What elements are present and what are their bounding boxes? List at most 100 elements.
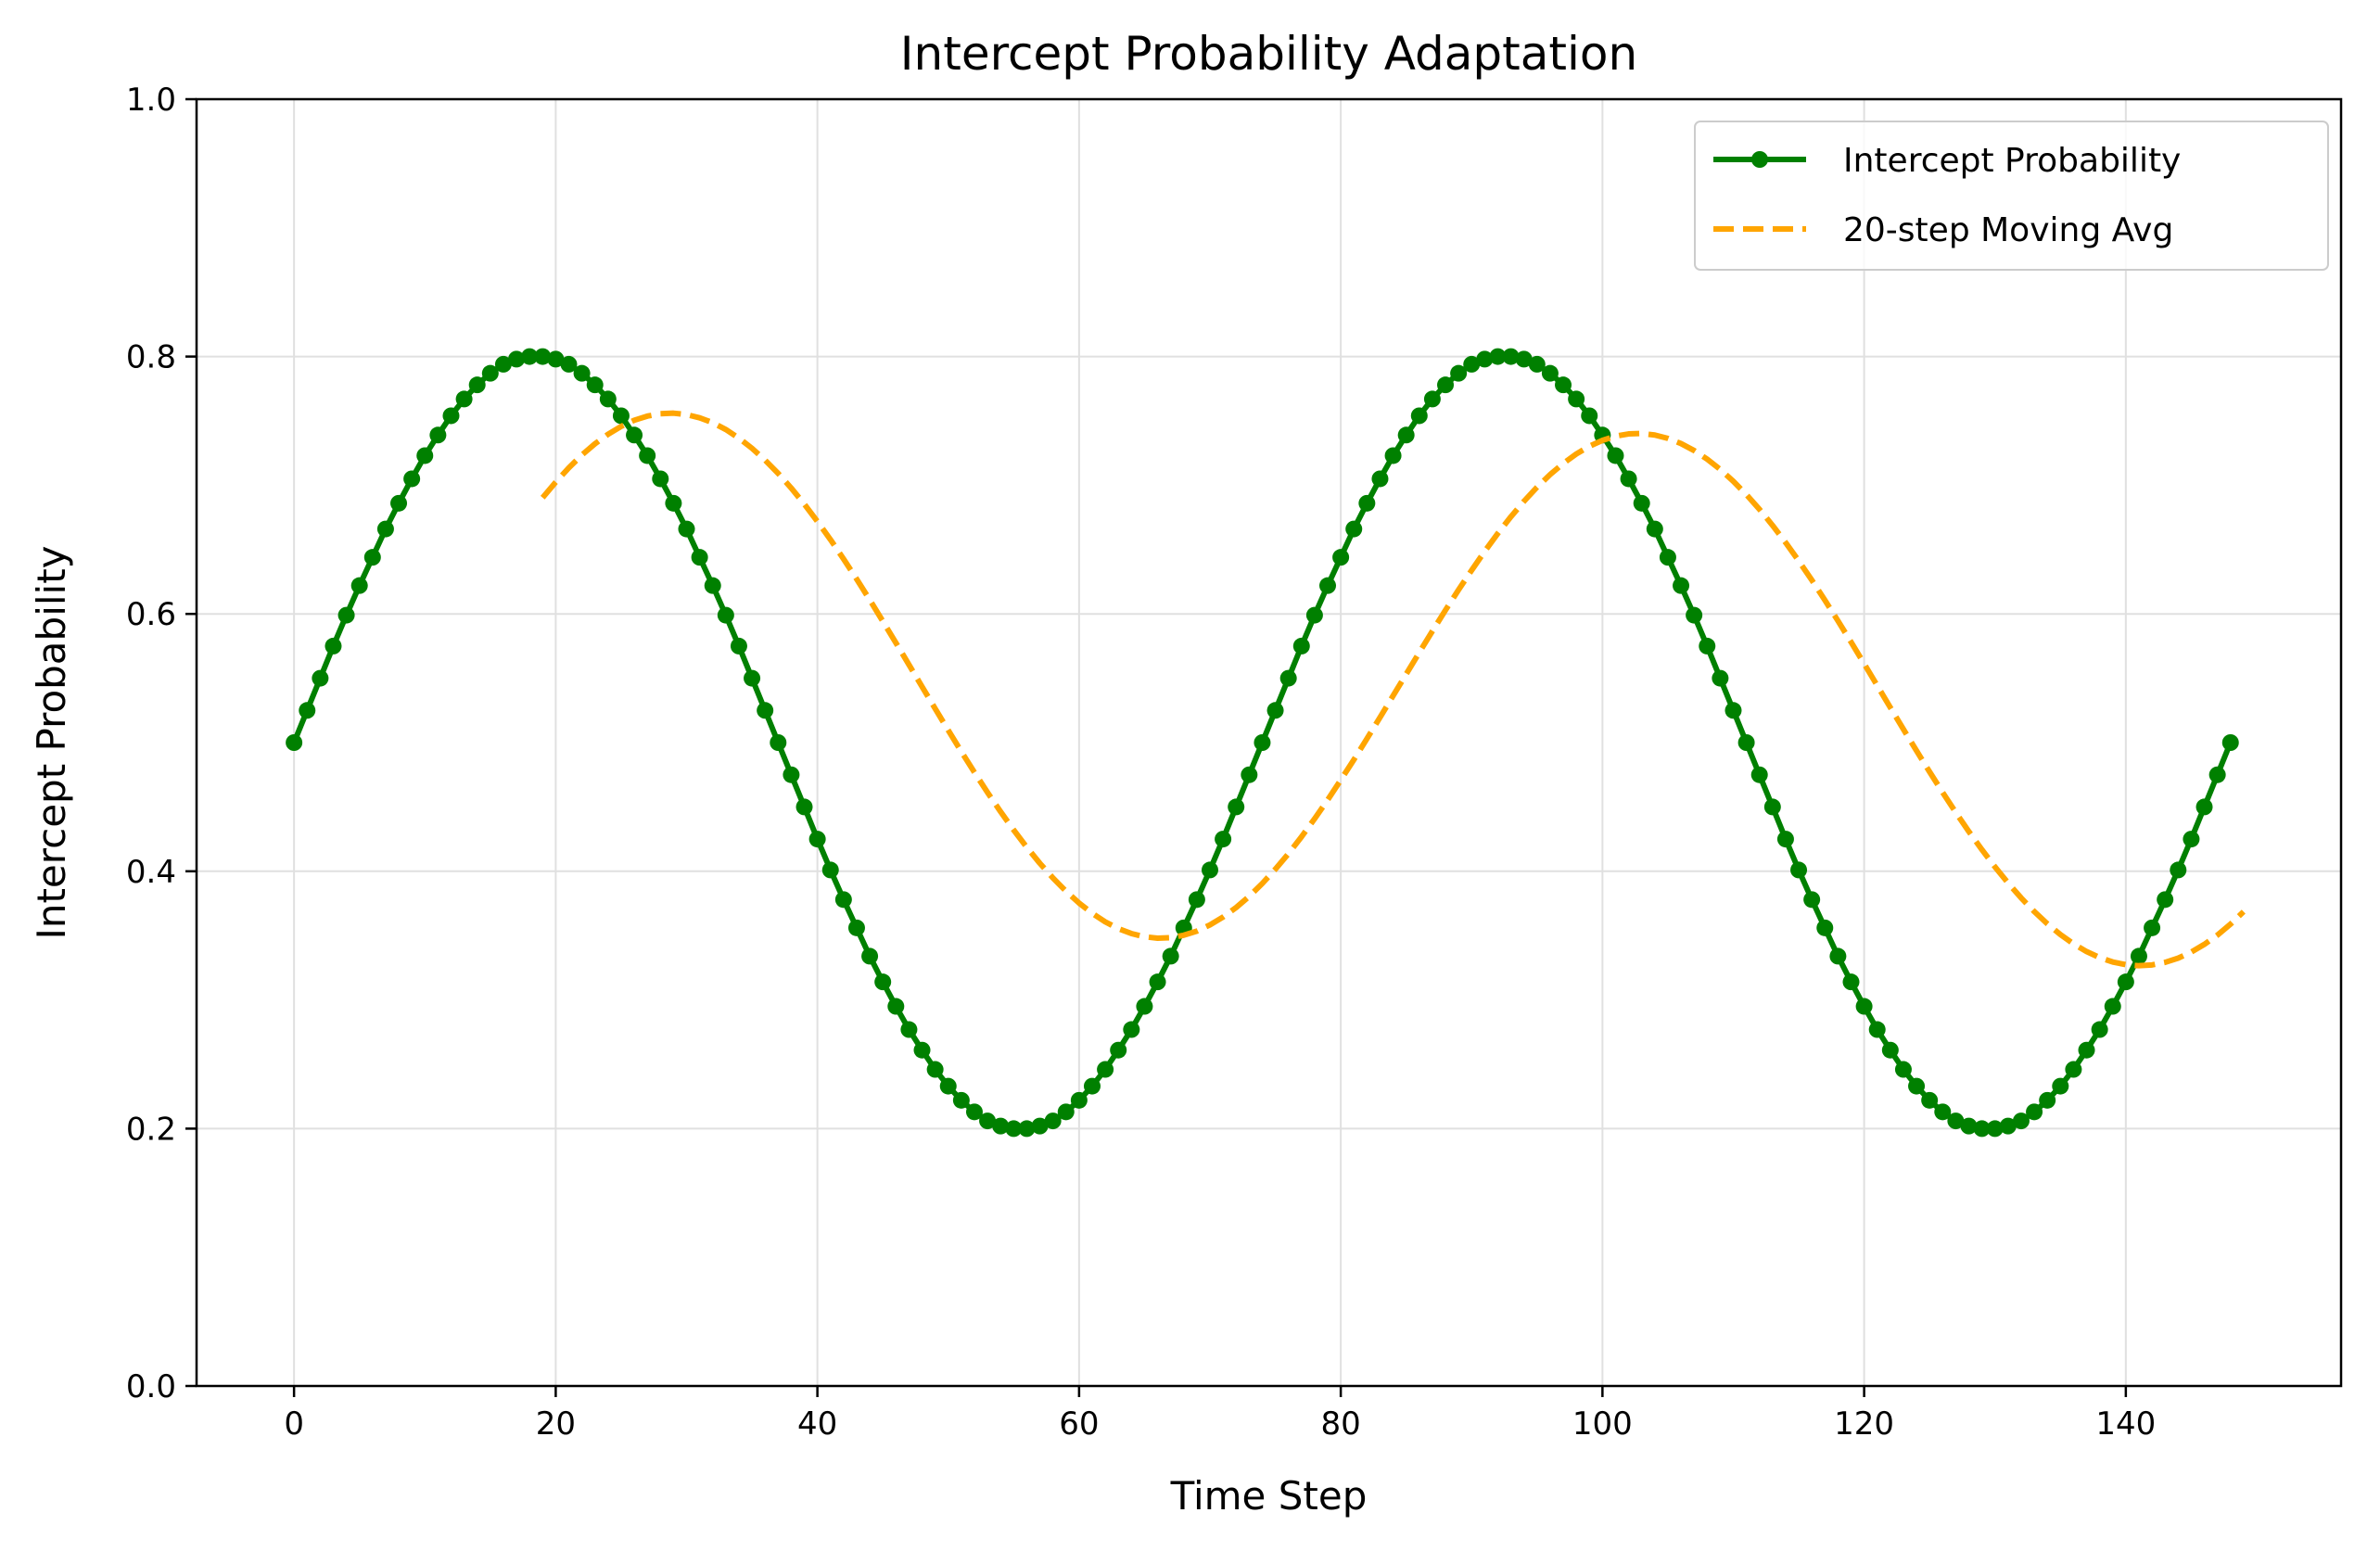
grid-lines: [197, 99, 2341, 1386]
data-point-marker: [1215, 831, 1232, 848]
data-point-marker: [1737, 734, 1755, 751]
data-point-marker: [2144, 919, 2161, 936]
legend-swatch-marker: [1751, 151, 1768, 168]
data-point-marker: [874, 973, 892, 991]
data-point-marker: [1371, 470, 1389, 488]
data-point-marker: [481, 364, 499, 382]
legend: Intercept Probability 20-step Moving Avg: [1694, 121, 2329, 271]
data-point-marker: [1881, 1041, 1899, 1059]
data-point-marker: [992, 1117, 1010, 1135]
data-point-marker: [939, 1077, 957, 1095]
x-tick-label: 40: [797, 1405, 837, 1443]
data-point-marker: [312, 669, 329, 687]
data-point-marker: [1699, 637, 1716, 655]
axes: 0 20 40 60 80 100 120 140 0.0 0.2 0.4 0.6 0.8 1.0: [126, 82, 2156, 1443]
data-point-marker: [1659, 549, 1676, 566]
data-point-marker: [1149, 973, 1166, 991]
legend-box: [1694, 121, 2329, 271]
data-point-marker: [363, 549, 381, 566]
data-point-marker: [913, 1041, 931, 1059]
data-point-marker: [1947, 1112, 1965, 1130]
y-tick-label: 0.0: [126, 1368, 176, 1405]
data-point-marker: [403, 470, 421, 488]
data-point-marker: [1921, 1091, 1939, 1109]
data-point-marker: [508, 350, 526, 368]
data-point-marker: [2104, 998, 2121, 1015]
data-point-marker: [534, 348, 552, 365]
data-point-marker: [1803, 891, 1821, 909]
data-point-marker: [2157, 891, 2174, 909]
data-point-marker: [1515, 350, 1533, 368]
data-point-marker: [429, 426, 447, 444]
data-point-marker: [2052, 1077, 2069, 1095]
data-point-marker: [612, 407, 630, 425]
data-point-marker: [1868, 1021, 1886, 1038]
y-tick-label: 1.0: [126, 82, 176, 119]
y-tick-label: 0.8: [126, 339, 176, 376]
data-point-marker: [730, 637, 747, 655]
data-point-marker: [847, 919, 865, 936]
data-point-marker: [770, 734, 787, 751]
data-point-marker: [1450, 364, 1468, 382]
data-point-marker: [2012, 1112, 2030, 1130]
data-point-marker: [1057, 1103, 1075, 1121]
data-point-marker: [547, 350, 565, 368]
data-point-marker: [1423, 390, 1441, 408]
data-point-marker: [1136, 998, 1153, 1015]
data-point-marker: [1083, 1077, 1101, 1095]
data-point-marker: [2195, 798, 2213, 816]
data-point-marker: [1070, 1091, 1088, 1109]
data-point-marker: [965, 1103, 983, 1121]
data-point-marker: [1908, 1077, 1926, 1095]
plot-frame: [195, 97, 2343, 1388]
data-point-marker: [1750, 766, 1768, 783]
data-point-marker: [286, 734, 303, 751]
data-point-marker: [390, 494, 408, 512]
data-point-marker: [1633, 494, 1650, 512]
data-point-marker: [1776, 831, 1794, 848]
y-axis-title: Intercept Probability: [29, 545, 74, 939]
legend-label-moving-avg: 20-step Moving Avg: [1843, 211, 2173, 249]
data-point-marker: [560, 355, 578, 373]
data-point-marker: [1254, 734, 1271, 751]
data-point-marker: [1266, 702, 1284, 719]
data-point-marker: [521, 348, 539, 365]
data-point-marker: [2208, 766, 2226, 783]
data-point-marker: [416, 447, 434, 464]
data-point-marker: [1018, 1120, 1036, 1138]
data-point-marker: [442, 407, 460, 425]
data-point-marker: [1437, 376, 1455, 394]
x-tick-label: 0: [284, 1405, 304, 1443]
x-tick-label: 100: [1572, 1405, 1633, 1443]
data-point-marker: [1646, 520, 1663, 538]
data-point-marker: [1712, 669, 1729, 687]
data-point-marker: [900, 1021, 918, 1038]
data-point-marker: [2221, 734, 2239, 751]
data-point-marker: [1345, 520, 1363, 538]
legend-label-intercept-probability: Intercept Probability: [1843, 142, 2181, 180]
data-point-marker: [1201, 861, 1218, 879]
data-point-marker: [1555, 376, 1572, 394]
data-point-marker: [1476, 350, 1494, 368]
data-point-marker: [1110, 1041, 1127, 1059]
data-point-marker: [2117, 973, 2134, 991]
data-point-marker: [795, 798, 813, 816]
data-point-marker: [821, 861, 839, 879]
data-point-marker: [1397, 426, 1415, 444]
data-point-marker: [376, 520, 394, 538]
data-point-marker: [325, 637, 342, 655]
data-point-marker: [2065, 1061, 2082, 1078]
data-point-marker: [1410, 407, 1428, 425]
data-point-marker: [626, 426, 643, 444]
data-point-marker: [494, 355, 512, 373]
x-tick-label: 60: [1059, 1405, 1099, 1443]
y-tick-label: 0.2: [126, 1111, 176, 1148]
data-point-marker: [1305, 606, 1323, 624]
x-tick-label: 20: [536, 1405, 576, 1443]
y-tick-label: 0.4: [126, 854, 176, 891]
x-tick-label: 140: [2095, 1405, 2156, 1443]
data-point-marker: [1358, 494, 1376, 512]
data-point-marker: [1031, 1117, 1049, 1135]
data-point-marker: [1228, 798, 1245, 816]
data-point-marker: [1725, 702, 1742, 719]
